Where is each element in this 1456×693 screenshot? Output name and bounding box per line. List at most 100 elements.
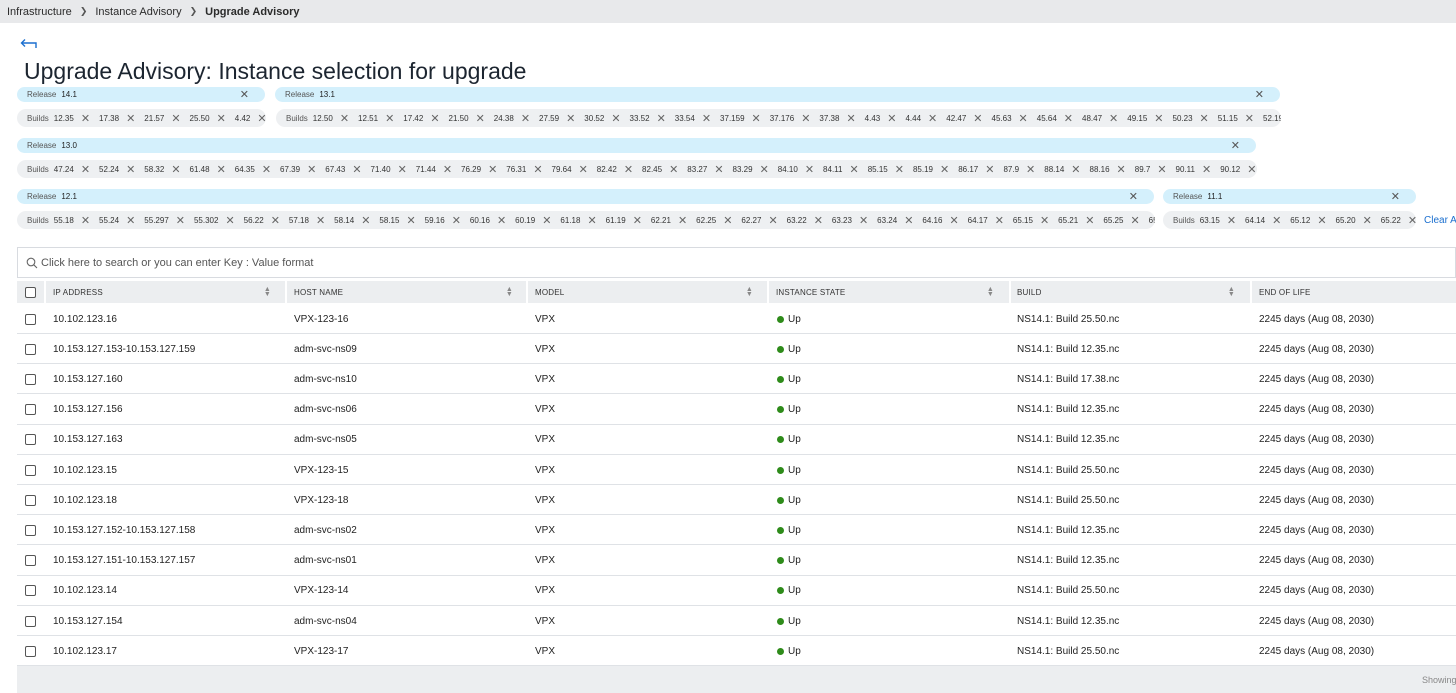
remove-build-icon[interactable]: ✕ — [406, 214, 415, 227]
table-row[interactable]: 10.153.127.156 adm-svc-ns06 VPX Up NS14.1: B… — [17, 395, 1456, 425]
remove-build-icon[interactable]: ✕ — [1157, 163, 1166, 176]
row-checkbox[interactable] — [25, 616, 36, 627]
remove-build-icon[interactable]: ✕ — [1117, 163, 1126, 176]
remove-build-icon[interactable]: ✕ — [217, 163, 226, 176]
remove-release-icon[interactable]: ✕ — [1255, 87, 1264, 102]
remove-build-icon[interactable]: ✕ — [81, 112, 90, 125]
release-filter-pill[interactable]: Release 12.1 ✕ — [17, 189, 1154, 204]
remove-build-icon[interactable]: ✕ — [352, 163, 361, 176]
remove-build-icon[interactable]: ✕ — [714, 163, 723, 176]
remove-build-icon[interactable]: ✕ — [262, 163, 271, 176]
remove-build-icon[interactable]: ✕ — [81, 163, 90, 176]
table-row[interactable]: 10.153.127.151-10.153.127.157 adm-svc-ns0… — [17, 546, 1456, 576]
remove-build-icon[interactable]: ✕ — [1227, 214, 1236, 227]
remove-build-icon[interactable]: ✕ — [849, 163, 858, 176]
col-instance-state[interactable]: INSTANCE STATE ▲ ▼ — [776, 281, 1002, 303]
search-input[interactable] — [41, 257, 641, 269]
col-end-of-life[interactable]: END OF LIFE — [1259, 281, 1456, 303]
remove-build-icon[interactable]: ✕ — [669, 163, 678, 176]
remove-build-icon[interactable]: ✕ — [895, 163, 904, 176]
row-checkbox[interactable] — [25, 314, 36, 325]
remove-release-icon[interactable]: ✕ — [240, 87, 249, 102]
remove-build-icon[interactable]: ✕ — [452, 214, 461, 227]
row-checkbox[interactable] — [25, 646, 36, 657]
remove-release-icon[interactable]: ✕ — [1391, 189, 1400, 204]
release-filter-pill[interactable]: Release 13.1 ✕ — [275, 87, 1280, 102]
remove-build-icon[interactable]: ✕ — [973, 112, 982, 125]
remove-build-icon[interactable]: ✕ — [316, 214, 325, 227]
breadcrumb-instance-advisory[interactable]: Instance Advisory — [95, 6, 181, 18]
remove-build-icon[interactable]: ✕ — [579, 163, 588, 176]
col-model[interactable]: MODEL ▲ ▼ — [535, 281, 761, 303]
remove-build-icon[interactable]: ✕ — [340, 112, 349, 125]
remove-build-icon[interactable]: ✕ — [443, 163, 452, 176]
remove-build-icon[interactable]: ✕ — [1317, 214, 1326, 227]
remove-build-icon[interactable]: ✕ — [633, 214, 642, 227]
remove-build-icon[interactable]: ✕ — [723, 214, 732, 227]
table-row[interactable]: 10.102.123.15 VPX-123-15 VPX Up NS14.1: Buil… — [17, 455, 1456, 485]
remove-release-icon[interactable]: ✕ — [1129, 189, 1138, 204]
remove-build-icon[interactable]: ✕ — [307, 163, 316, 176]
row-checkbox[interactable] — [25, 555, 36, 566]
remove-build-icon[interactable]: ✕ — [1064, 112, 1073, 125]
remove-build-icon[interactable]: ✕ — [814, 214, 823, 227]
row-checkbox[interactable] — [25, 404, 36, 415]
remove-build-icon[interactable]: ✕ — [1085, 214, 1094, 227]
remove-build-icon[interactable]: ✕ — [497, 214, 506, 227]
remove-build-icon[interactable]: ✕ — [1363, 214, 1372, 227]
release-filter-pill[interactable]: Release 11.1 ✕ — [1163, 189, 1416, 204]
remove-build-icon[interactable]: ✕ — [752, 112, 761, 125]
remove-build-icon[interactable]: ✕ — [985, 163, 994, 176]
release-filter-pill[interactable]: Release 13.0 ✕ — [17, 138, 1256, 153]
table-row[interactable]: 10.102.123.16 VPX-123-16 VPX Up NS14.1: Buil… — [17, 304, 1456, 334]
remove-build-icon[interactable]: ✕ — [542, 214, 551, 227]
remove-build-icon[interactable]: ✕ — [81, 214, 90, 227]
remove-build-icon[interactable]: ✕ — [476, 112, 485, 125]
remove-build-icon[interactable]: ✕ — [1247, 163, 1256, 176]
remove-build-icon[interactable]: ✕ — [887, 112, 896, 125]
remove-build-icon[interactable]: ✕ — [361, 214, 370, 227]
back-arrow-icon[interactable] — [18, 35, 38, 51]
remove-build-icon[interactable]: ✕ — [1026, 163, 1035, 176]
remove-build-icon[interactable]: ✕ — [1109, 112, 1118, 125]
remove-build-icon[interactable]: ✕ — [1245, 112, 1254, 125]
remove-build-icon[interactable]: ✕ — [1154, 112, 1163, 125]
remove-build-icon[interactable]: ✕ — [611, 112, 620, 125]
remove-build-icon[interactable]: ✕ — [859, 214, 868, 227]
table-row[interactable]: 10.153.127.163 adm-svc-ns05 VPX Up NS14.1: B… — [17, 425, 1456, 455]
remove-build-icon[interactable]: ✕ — [271, 214, 280, 227]
remove-build-icon[interactable]: ✕ — [171, 112, 180, 125]
remove-build-icon[interactable]: ✕ — [566, 112, 575, 125]
remove-build-icon[interactable]: ✕ — [678, 214, 687, 227]
remove-build-icon[interactable]: ✕ — [126, 163, 135, 176]
remove-build-icon[interactable]: ✕ — [801, 112, 810, 125]
remove-build-icon[interactable]: ✕ — [171, 163, 180, 176]
remove-build-icon[interactable]: ✕ — [1071, 163, 1080, 176]
remove-build-icon[interactable]: ✕ — [940, 163, 949, 176]
remove-build-icon[interactable]: ✕ — [1040, 214, 1049, 227]
row-checkbox[interactable] — [25, 585, 36, 596]
remove-build-icon[interactable]: ✕ — [1019, 112, 1028, 125]
remove-build-icon[interactable]: ✕ — [805, 163, 814, 176]
remove-build-icon[interactable]: ✕ — [398, 163, 407, 176]
table-row[interactable]: 10.153.127.152-10.153.127.158 adm-svc-ns0… — [17, 515, 1456, 545]
remove-build-icon[interactable]: ✕ — [949, 214, 958, 227]
remove-build-icon[interactable]: ✕ — [521, 112, 530, 125]
col-ip-address[interactable]: IP ADDRESS ▲ ▼ — [53, 281, 279, 303]
remove-build-icon[interactable]: ✕ — [1200, 112, 1209, 125]
remove-build-icon[interactable]: ✕ — [126, 112, 135, 125]
col-host-name[interactable]: HOST NAME ▲ ▼ — [294, 281, 521, 303]
row-checkbox[interactable] — [25, 525, 36, 536]
table-row[interactable]: 10.102.123.17 VPX-123-17 VPX Up NS14.1: Buil… — [17, 636, 1456, 666]
remove-build-icon[interactable]: ✕ — [1272, 214, 1281, 227]
remove-release-icon[interactable]: ✕ — [1231, 138, 1240, 153]
remove-build-icon[interactable]: ✕ — [430, 112, 439, 125]
remove-build-icon[interactable]: ✕ — [760, 163, 769, 176]
remove-build-icon[interactable]: ✕ — [904, 214, 913, 227]
table-row[interactable]: 10.153.127.153-10.153.127.159 adm-svc-ns0… — [17, 334, 1456, 364]
breadcrumb-infrastructure[interactable]: Infrastructure — [7, 6, 72, 18]
remove-build-icon[interactable]: ✕ — [488, 163, 497, 176]
remove-build-icon[interactable]: ✕ — [533, 163, 542, 176]
release-filter-pill[interactable]: Release 14.1 ✕ — [17, 87, 265, 102]
table-row[interactable]: 10.102.123.18 VPX-123-18 VPX Up NS14.1: Buil… — [17, 485, 1456, 515]
